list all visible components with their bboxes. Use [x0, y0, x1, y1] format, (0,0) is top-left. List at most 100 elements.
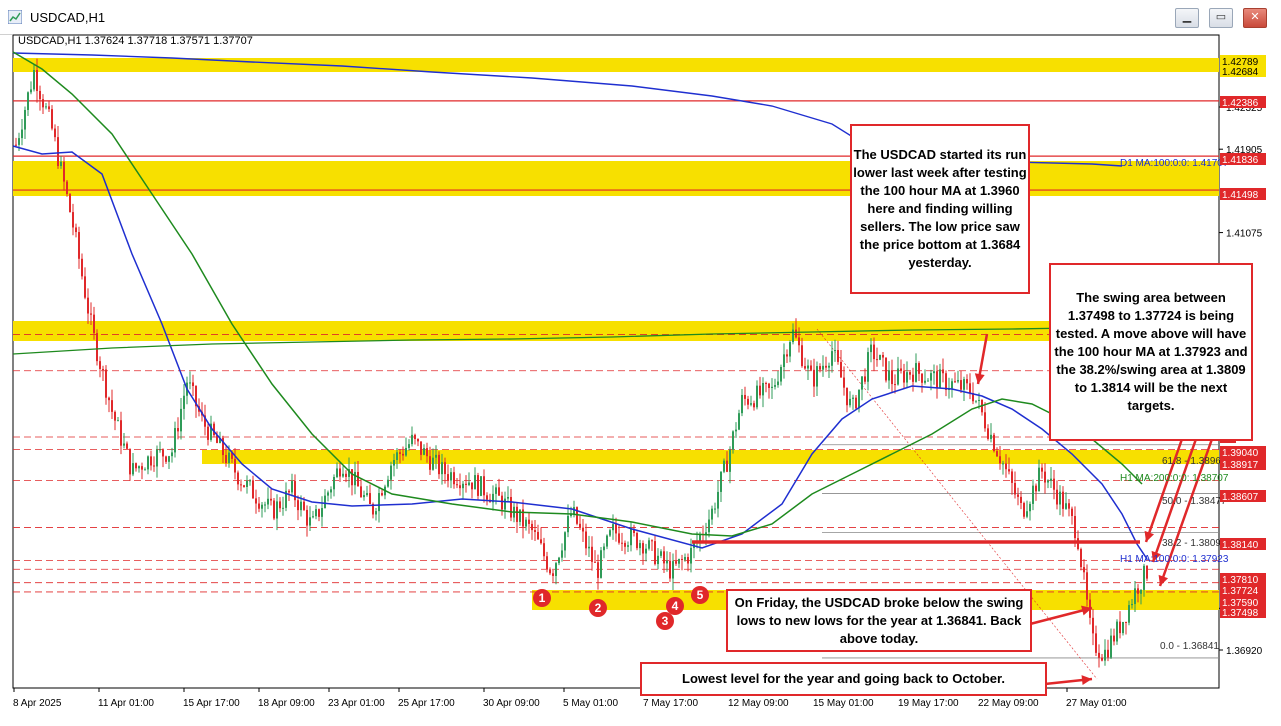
candle-body — [531, 523, 533, 531]
candle-body — [1116, 621, 1118, 642]
price-tag-box — [1220, 446, 1266, 458]
candle-body — [1134, 588, 1136, 605]
inline-label-5: H1 MA:100:0:0: 1.37923 — [1120, 554, 1229, 565]
candle-body — [750, 403, 752, 405]
close-button[interactable]: ✕ — [1243, 8, 1267, 28]
candle-body — [855, 397, 857, 409]
candle-body — [1056, 489, 1058, 505]
candle-body — [747, 398, 749, 405]
candle-body — [330, 489, 332, 493]
candle-body — [180, 408, 182, 432]
candle-body — [789, 342, 791, 357]
candle-body — [447, 474, 449, 481]
candle-body — [54, 128, 56, 138]
candle-body — [33, 70, 35, 90]
candle-body — [1083, 567, 1085, 573]
annotation-lowest-level: Lowest level for the year and going back… — [640, 662, 1047, 696]
candle-body — [1140, 589, 1142, 594]
price-tag-label: 1.42789 — [1222, 57, 1259, 68]
candle-body — [231, 452, 233, 459]
price-tag-box — [1220, 490, 1266, 502]
candle-body — [813, 369, 815, 387]
candle-body — [390, 465, 392, 480]
candle-body — [453, 472, 455, 485]
candle-body — [309, 517, 311, 526]
candle-body — [936, 371, 938, 388]
candle-body — [909, 372, 911, 375]
callout-arrow-1 — [1144, 438, 1184, 543]
restore-button[interactable]: ▭ — [1209, 8, 1233, 28]
candle-body — [267, 498, 269, 505]
candle-body — [225, 455, 227, 464]
x-tick-label: 18 Apr 09:00 — [258, 698, 315, 709]
candle-body — [261, 504, 263, 509]
candle-body — [492, 493, 494, 503]
price-tag-box — [1220, 458, 1266, 470]
candle-body — [351, 469, 353, 486]
candle-body — [15, 144, 17, 146]
candle-body — [75, 227, 77, 233]
candle-body — [873, 344, 875, 360]
candle-body — [177, 428, 179, 432]
candle-body — [234, 458, 236, 473]
candle-body — [945, 373, 947, 390]
price-tag-box — [1220, 596, 1266, 608]
x-tick-label: 7 May 17:00 — [643, 698, 698, 709]
candle-body — [1020, 496, 1022, 503]
candle-body — [609, 530, 611, 536]
candle-body — [72, 212, 74, 228]
candle-body — [144, 469, 146, 471]
candle-body — [438, 454, 440, 475]
candle-body — [420, 441, 422, 455]
candle-body — [366, 493, 368, 496]
candle-body — [738, 413, 740, 430]
candle-body — [723, 460, 725, 472]
candle-body — [708, 519, 710, 533]
swing-marker-3 — [656, 612, 674, 630]
candle-body — [546, 556, 548, 570]
candle-body — [297, 500, 299, 511]
candle-body — [882, 354, 884, 358]
inline-label-0: D1 MA:100:0:0: 1.41707 — [1120, 158, 1229, 169]
candle-body — [495, 487, 497, 494]
candle-body — [543, 543, 545, 557]
chart-app-icon — [8, 10, 22, 24]
candle-body — [237, 472, 239, 485]
candle-body — [480, 476, 482, 496]
candle-body — [378, 493, 380, 512]
callout-arrowhead-2 — [1151, 550, 1162, 562]
candle-body — [1059, 491, 1061, 505]
candle-body — [993, 434, 995, 452]
candle-body — [165, 456, 167, 462]
candle-body — [192, 382, 194, 387]
candle-body — [126, 443, 128, 449]
candle-body — [1080, 549, 1082, 568]
minimize-button[interactable]: ▁ — [1175, 8, 1199, 28]
candle-body — [432, 457, 434, 470]
candle-body — [978, 399, 980, 401]
candle-body — [174, 428, 176, 453]
candle-body — [60, 161, 62, 167]
candle-body — [525, 519, 527, 527]
candle-body — [171, 452, 173, 457]
candle-body — [1017, 494, 1019, 497]
candle-body — [42, 99, 44, 108]
candle-body — [363, 495, 365, 498]
candle-body — [921, 373, 923, 383]
candle-body — [1047, 480, 1049, 483]
candle-body — [471, 482, 473, 490]
chart-header-text: USDCAD,H1 1.37624 1.37718 1.37571 1.3770… — [18, 35, 253, 47]
candle-body — [807, 365, 809, 369]
swing-marker-5 — [691, 586, 709, 604]
annotation-run-lower-text: The USDCAD started its run lower last we… — [853, 147, 1027, 270]
candle-body — [219, 437, 221, 443]
candle-body — [1071, 508, 1073, 517]
candle-body — [549, 569, 551, 574]
candle-body — [459, 485, 461, 489]
candle-body — [777, 381, 779, 386]
price-chart[interactable]: 1 2 3 4 5 D1 MA:100:0:0: 1.41707 61.8 - 1.3896… — [12, 34, 1281, 721]
swing-marker-2 — [589, 599, 607, 617]
candle-body — [522, 509, 524, 527]
candle-body — [1128, 605, 1130, 623]
candle-body — [984, 412, 986, 429]
